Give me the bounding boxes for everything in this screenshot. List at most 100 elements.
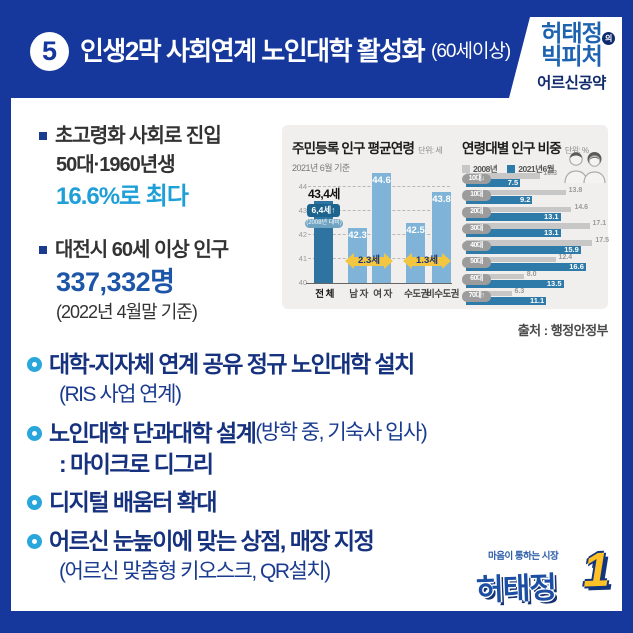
value-2008: 8.0 [526,270,537,278]
gap-arrow-2: 1.3세 [403,253,451,269]
y-tick-label: 41 [298,254,307,263]
ring-bullet-icon [27,533,42,549]
square-bullet-icon [39,246,47,254]
fact-2-highlight: 337,332명 [56,267,175,297]
value-2008: 13.8 [568,186,583,194]
y-tick-label: 40 [298,278,307,287]
couple-icon [564,152,606,183]
age-row-10대: 13.8 9.2 10대 [462,186,608,205]
x-axis-line [306,283,452,284]
legend-2008: 2008년 [462,163,498,175]
bar-value-label: 44.6 [372,174,391,186]
ring-bullet-icon [27,425,42,441]
pledge-item-4: 어르신 눈높이에 맞는 상점, 매장 지정 [27,525,617,557]
fact-2-note: (2022년 4월말 기준) [56,302,198,322]
bar-2021: 7.5 [466,179,521,187]
bar-2008 [466,173,541,179]
age-row-40대: 17.5 15.9 40대 [462,237,609,255]
page-title-suffix: (60세이상) [431,40,511,62]
statistics-panel: 주민등록 인구 평균연령 단위: 세 2021년 6월 기준 40 41 42 43 44… [282,125,609,309]
square-bullet-icon [39,132,47,140]
pledge-item-2: 노인대학 단과대학 설계 (방학 중, 기숙사 입사) [27,417,617,449]
age-share-rows: 10.3 7.5 10대↓ 13.8 9.2 10대 14.6 13.1 20대 17.1 13.1… [462,170,609,306]
bar-2008 [466,223,590,229]
bar-2021: 15.9 [466,246,581,255]
page-title: 인생2막 사회연계 노인대학 활성화 (60세이상) [80,0,511,98]
age-pill: 10대 [462,190,491,201]
candidate-name: 허태정 [475,571,557,608]
age-share-chart-unit: 단위: % [564,146,589,155]
avg-age-chart-plot: 40 41 42 43 44 43,4세 6,4세↑ (2008년 대비) 전 체 42.3 남 자… [299,163,459,300]
age-row-50대: 12.4 16.6 50대 [462,253,608,272]
pledge-item-2-sub: : 마이크로 디그리 [59,451,214,477]
pledge-item-1-sub: (RIS 사업 연계) [59,383,182,406]
pledge-number-badge: 5 [30,32,69,71]
page-title-text: 인생2막 사회연계 노인대학 활성화 [80,35,426,66]
bar-2021: 13.1 [466,212,561,221]
bar-2008 [466,206,572,213]
legend-swatch-gray [462,165,470,173]
age-pill: 20대 [462,207,491,218]
fact-1-line2: 50대·1960년생 [56,154,176,176]
candidate-name-row: 허태정 1 [475,544,611,610]
pledge-list: 대학-지자체 연계 공유 정규 노인대학 설치 (RIS 사업 연계) 노인대학… [27,348,617,587]
legend-swatch-blue [507,165,516,173]
avg-age-chart-title-row: 주민등록 인구 평균연령 단위: 세 [292,137,452,158]
delta-label: 6,4세↑ [307,204,340,218]
value-2008: 12.4 [558,253,573,261]
pledge-item-4-sub: (어르신 맞춤형 키오스크, QR설치) [59,560,331,583]
age-row-30대: 17.1 13.1 30대 [462,220,608,238]
value-2008: 10.3 [543,170,557,177]
bar-value-label: 42.3 [348,229,367,241]
bar-value-label: 42.5 [406,225,425,236]
ring-bullet-icon [27,494,42,510]
bar-value-label: 43.8 [432,193,451,205]
x-category-label: 여 자 [373,289,392,300]
age-row-10대↓: 10.3 7.5 10대↓ [462,170,608,188]
legend-2021: 2021년6월 [507,163,555,175]
delta-note: (2008년 대비) [305,219,343,229]
fact-1-highlight: 16.6%로 최다 [56,183,189,210]
age-share-legend: 2008년 2021년6월 [462,163,608,175]
x-category-label: 전 체 [315,289,334,300]
pledge-item-1: 대학-지자체 연계 공유 정규 노인대학 설치 [27,348,617,380]
avg-age-chart: 주민등록 인구 평균연령 단위: 세 2021년 6월 기준 [292,137,452,174]
x-category-label: 비수도권 [426,289,459,300]
bar-2008 [466,189,566,196]
total-value-label: 43,4세 [308,187,340,202]
key-facts: 초고령화 사회로 진입 50대·1960년생 16.6%로 최다 대전시 60세… [39,122,284,325]
value-2008: 14.6 [574,203,589,211]
x-category-label: 남 자 [349,289,368,300]
brand-line1: 허태정 의 [541,22,615,45]
ballot-number: 1 [581,543,611,598]
x-category-label: 수도권 [404,289,429,300]
age-pill: 50대 [462,257,491,268]
bar-2021: 11.1 [466,296,547,305]
gap-arrow-body [411,256,443,266]
candidate-logo: 마음이 통하는 시장 허태정 1 [475,544,611,610]
data-source: 출처 : 행정안정부 [517,323,609,338]
age-share-chart: 연령대별 인구 비중 단위: % 2008년 2021년6월 10.3 7.5 10대… [462,137,609,305]
bar-4: 43.8 [432,191,451,283]
bar-2008 [466,240,593,246]
age-row-60대: 8.0 13.5 60대 [462,270,608,289]
age-pill: 40대 [462,240,491,252]
age-row-20대: 14.6 13.1 20대 [462,203,608,222]
avg-age-chart-subtitle: 2021년 6월 기준 [292,163,350,173]
bar-2021: 16.6 [466,262,586,271]
pledge-item-3: 디지털 배움터 확대 [27,486,617,518]
bar-1: 42.3 [348,227,367,283]
ring-bullet-icon [27,356,42,372]
content-card: 초고령화 사회로 진입 50대·1960년생 16.6%로 최다 대전시 60세… [11,98,622,611]
y-tick-label: 42 [298,230,307,239]
brand-mark: 의 [601,32,615,45]
campaign-brand-badge: 허태정 의 빅피처 어르신공약 [509,17,622,98]
bar-2008 [466,256,556,263]
value-2008: 17.5 [595,237,609,245]
candidate-slogan: 마음이 통하는 시장 [488,551,559,562]
age-row-70대↑: 6.3 11.1 70대↑ [462,288,608,306]
gap-arrow-body [353,256,385,266]
age-share-chart-title: 연령대별 인구 비중 [462,141,562,156]
bar-0: 43,4세 6,4세↑ (2008년 대비) [305,187,343,283]
